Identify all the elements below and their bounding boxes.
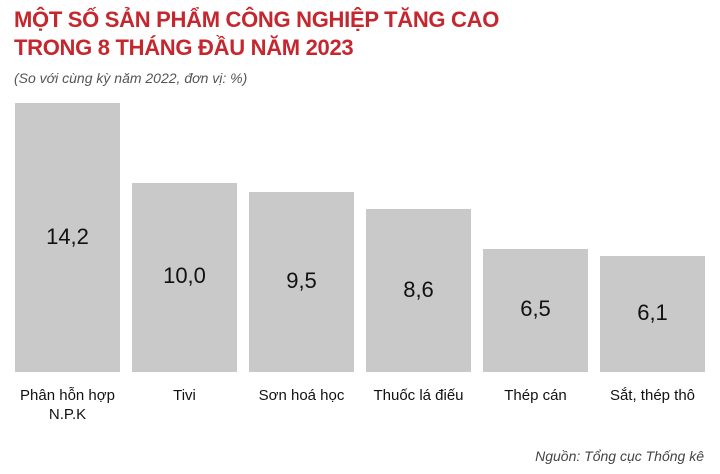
data-label: 9,5	[286, 268, 317, 294]
bar	[15, 103, 120, 372]
bar	[132, 182, 237, 372]
data-label: 6,5	[520, 296, 551, 322]
chart-subtitle: (So với cùng kỳ năm 2022, đơn vị: %)	[14, 70, 248, 86]
bar	[600, 256, 705, 372]
x-tick-label: Tivi	[173, 387, 196, 404]
x-tick-label: Thuốc lá điếu	[373, 387, 464, 404]
bar	[249, 192, 354, 372]
x-tick-label: Thép cán	[504, 387, 567, 404]
data-label: 8,6	[403, 276, 434, 302]
x-tick-label: Sắt, thép thô	[609, 387, 696, 404]
bar	[366, 209, 471, 372]
data-label: 6,1	[637, 300, 668, 326]
x-tick-label: Phân hỗn hợp N.P.K	[20, 387, 115, 423]
source-note: Nguồn: Tổng cục Thống kê	[535, 448, 704, 464]
bar	[483, 248, 588, 372]
data-label: 10,0	[163, 263, 206, 289]
data-label: 14,2	[46, 223, 89, 249]
x-tick-label: Sơn hoá học	[258, 387, 345, 404]
chart-title: MỘT SỐ SẢN PHẨM CÔNG NGHIỆP TĂNG CAO TRO…	[14, 7, 500, 60]
